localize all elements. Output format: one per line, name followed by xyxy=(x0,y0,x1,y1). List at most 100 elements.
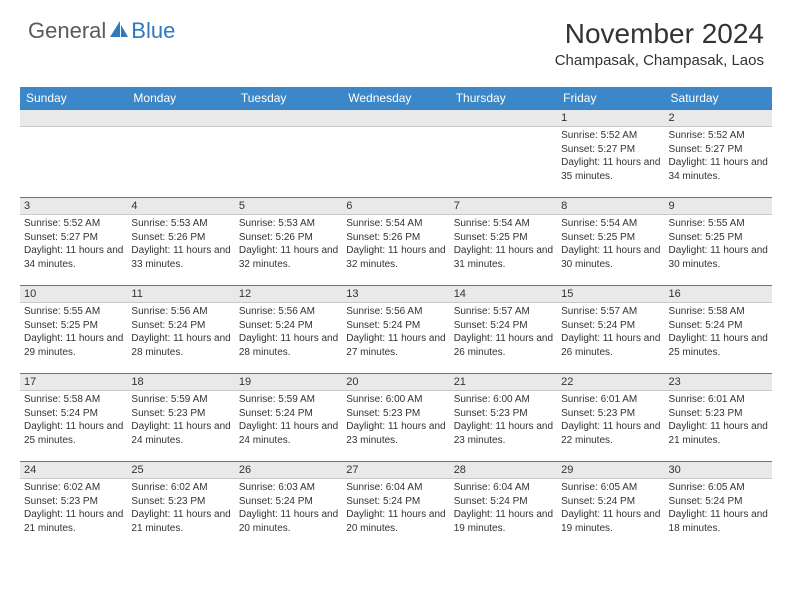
sunrise-text: Sunrise: 5:52 AM xyxy=(669,129,768,143)
col-sunday: Sunday xyxy=(20,87,127,109)
calendar-cell: 19Sunrise: 5:59 AMSunset: 5:24 PMDayligh… xyxy=(235,373,342,461)
calendar-cell: 14Sunrise: 5:57 AMSunset: 5:24 PMDayligh… xyxy=(450,285,557,373)
col-monday: Monday xyxy=(127,87,234,109)
calendar-cell: 11Sunrise: 5:56 AMSunset: 5:24 PMDayligh… xyxy=(127,285,234,373)
day-number: 1 xyxy=(557,109,664,127)
daylight-text: Daylight: 11 hours and 23 minutes. xyxy=(454,420,553,447)
day-number: 28 xyxy=(450,461,557,479)
day-number: 9 xyxy=(665,197,772,215)
day-number: 3 xyxy=(20,197,127,215)
month-title: November 2024 xyxy=(555,18,764,50)
day-details: Sunrise: 5:52 AMSunset: 5:27 PMDaylight:… xyxy=(665,127,772,185)
day-details: Sunrise: 5:59 AMSunset: 5:23 PMDaylight:… xyxy=(127,391,234,449)
sunrise-text: Sunrise: 5:53 AM xyxy=(131,217,230,231)
calendar-cell: 7Sunrise: 5:54 AMSunset: 5:25 PMDaylight… xyxy=(450,197,557,285)
sunrise-text: Sunrise: 6:03 AM xyxy=(239,481,338,495)
logo-text-blue: Blue xyxy=(131,18,175,44)
day-number: 26 xyxy=(235,461,342,479)
calendar-cell: 9Sunrise: 5:55 AMSunset: 5:25 PMDaylight… xyxy=(665,197,772,285)
day-number: 17 xyxy=(20,373,127,391)
day-number: 12 xyxy=(235,285,342,303)
calendar-cell: 27Sunrise: 6:04 AMSunset: 5:24 PMDayligh… xyxy=(342,461,449,549)
sunrise-text: Sunrise: 6:04 AM xyxy=(346,481,445,495)
daylight-text: Daylight: 11 hours and 32 minutes. xyxy=(239,244,338,271)
day-details: Sunrise: 5:59 AMSunset: 5:24 PMDaylight:… xyxy=(235,391,342,449)
sunrise-text: Sunrise: 6:00 AM xyxy=(346,393,445,407)
calendar-cell: 28 Sunrise: 6:04 AMSunset: 5:24 PMDayligh… xyxy=(450,461,557,549)
sunrise-text: Sunrise: 6:02 AM xyxy=(24,481,123,495)
sunset-text: Sunset: 5:26 PM xyxy=(239,231,338,245)
calendar-cell xyxy=(450,109,557,197)
sunset-text: Sunset: 5:24 PM xyxy=(454,495,553,509)
sunrise-text: Sunrise: 5:58 AM xyxy=(24,393,123,407)
daylight-text: Daylight: 11 hours and 33 minutes. xyxy=(131,244,230,271)
calendar-cell: 30Sunrise: 6:05 AMSunset: 5:24 PMDayligh… xyxy=(665,461,772,549)
day-details: Sunrise: 6:00 AMSunset: 5:23 PMDaylight:… xyxy=(342,391,449,449)
daylight-text: Daylight: 11 hours and 24 minutes. xyxy=(131,420,230,447)
sunset-text: Sunset: 5:25 PM xyxy=(561,231,660,245)
day-details: Sunrise: 6:00 AMSunset: 5:23 PMDaylight:… xyxy=(450,391,557,449)
calendar-cell: 5Sunrise: 5:53 AMSunset: 5:26 PMDaylight… xyxy=(235,197,342,285)
sunset-text: Sunset: 5:24 PM xyxy=(454,319,553,333)
sunset-text: Sunset: 5:23 PM xyxy=(346,407,445,421)
sunrise-text: Sunrise: 6:02 AM xyxy=(131,481,230,495)
day-number: 29 xyxy=(557,461,664,479)
sunrise-text: Sunrise: 5:54 AM xyxy=(454,217,553,231)
calendar-cell: 26Sunrise: 6:03 AMSunset: 5:24 PMDayligh… xyxy=(235,461,342,549)
daylight-text: Daylight: 11 hours and 28 minutes. xyxy=(239,332,338,359)
daylight-text: Daylight: 11 hours and 22 minutes. xyxy=(561,420,660,447)
day-number: 22 xyxy=(557,373,664,391)
daylight-text: Daylight: 11 hours and 26 minutes. xyxy=(561,332,660,359)
daylight-text: Daylight: 11 hours and 30 minutes. xyxy=(669,244,768,271)
sunset-text: Sunset: 5:24 PM xyxy=(239,407,338,421)
daylight-text: Daylight: 11 hours and 34 minutes. xyxy=(669,156,768,183)
sunset-text: Sunset: 5:27 PM xyxy=(561,143,660,157)
daylight-text: Daylight: 11 hours and 19 minutes. xyxy=(454,508,553,535)
sunset-text: Sunset: 5:23 PM xyxy=(669,407,768,421)
calendar-cell xyxy=(342,109,449,197)
calendar-cell: 12Sunrise: 5:56 AMSunset: 5:24 PMDayligh… xyxy=(235,285,342,373)
day-number xyxy=(450,109,557,127)
sunrise-text: Sunrise: 6:04 AM xyxy=(454,481,553,495)
daylight-text: Daylight: 11 hours and 25 minutes. xyxy=(24,420,123,447)
daylight-text: Daylight: 11 hours and 19 minutes. xyxy=(561,508,660,535)
calendar-cell: 10Sunrise: 5:55 AMSunset: 5:25 PMDayligh… xyxy=(20,285,127,373)
calendar-cell xyxy=(235,109,342,197)
day-number: 18 xyxy=(127,373,234,391)
daylight-text: Daylight: 11 hours and 29 minutes. xyxy=(24,332,123,359)
day-details: Sunrise: 6:02 AMSunset: 5:23 PMDaylight:… xyxy=(20,479,127,537)
calendar-cell: 1Sunrise: 5:52 AMSunset: 5:27 PMDaylight… xyxy=(557,109,664,197)
sunrise-text: Sunrise: 5:54 AM xyxy=(346,217,445,231)
day-details: Sunrise: 5:56 AMSunset: 5:24 PMDaylight:… xyxy=(235,303,342,361)
day-number: 7 xyxy=(450,197,557,215)
daylight-text: Daylight: 11 hours and 20 minutes. xyxy=(346,508,445,535)
calendar-cell: 22Sunrise: 6:01 AMSunset: 5:23 PMDayligh… xyxy=(557,373,664,461)
calendar-week-row: 17 Sunrise: 5:58 AM Sunset: 5:24 PM Dayligh… xyxy=(20,373,772,461)
day-details: Sunrise: 6:05 AMSunset: 5:24 PMDaylight:… xyxy=(557,479,664,537)
day-number: 25 xyxy=(127,461,234,479)
daylight-text: Daylight: 11 hours and 35 minutes. xyxy=(561,156,660,183)
day-details: Sunrise: 6:04 AMSunset: 5:24 PMDaylight:… xyxy=(342,479,449,537)
calendar-cell: 3Sunrise: 5:52 AMSunset: 5:27 PMDaylight… xyxy=(20,197,127,285)
day-number: 2 xyxy=(665,109,772,127)
sunrise-text: Sunrise: 6:05 AM xyxy=(669,481,768,495)
day-details: Sunrise: 5:54 AMSunset: 5:25 PMDaylight:… xyxy=(557,215,664,273)
day-number xyxy=(127,109,234,127)
day-details: Sunrise: 5:57 AMSunset: 5:24 PMDaylight:… xyxy=(557,303,664,361)
col-thursday: Thursday xyxy=(450,87,557,109)
col-tuesday: Tuesday xyxy=(235,87,342,109)
sunset-text: Sunset: 5:24 PM xyxy=(669,495,768,509)
sunrise-text: Sunrise: 5:54 AM xyxy=(561,217,660,231)
daylight-text: Daylight: 11 hours and 25 minutes. xyxy=(669,332,768,359)
day-number: 10 xyxy=(20,285,127,303)
calendar-cell: 15Sunrise: 5:57 AMSunset: 5:24 PMDayligh… xyxy=(557,285,664,373)
day-number: 23 xyxy=(665,373,772,391)
calendar-cell: 8Sunrise: 5:54 AMSunset: 5:25 PMDaylight… xyxy=(557,197,664,285)
sunset-text: Sunset: 5:23 PM xyxy=(24,495,123,509)
sunset-text: Sunset: 5:25 PM xyxy=(669,231,768,245)
sunset-text: Sunset: 5:23 PM xyxy=(454,407,553,421)
day-details: Sunrise: 5:54 AMSunset: 5:25 PMDaylight:… xyxy=(450,215,557,273)
day-details: Sunrise: 5:54 AMSunset: 5:26 PMDaylight:… xyxy=(342,215,449,273)
day-details xyxy=(127,127,234,131)
sunset-text: Sunset: 5:24 PM xyxy=(239,495,338,509)
